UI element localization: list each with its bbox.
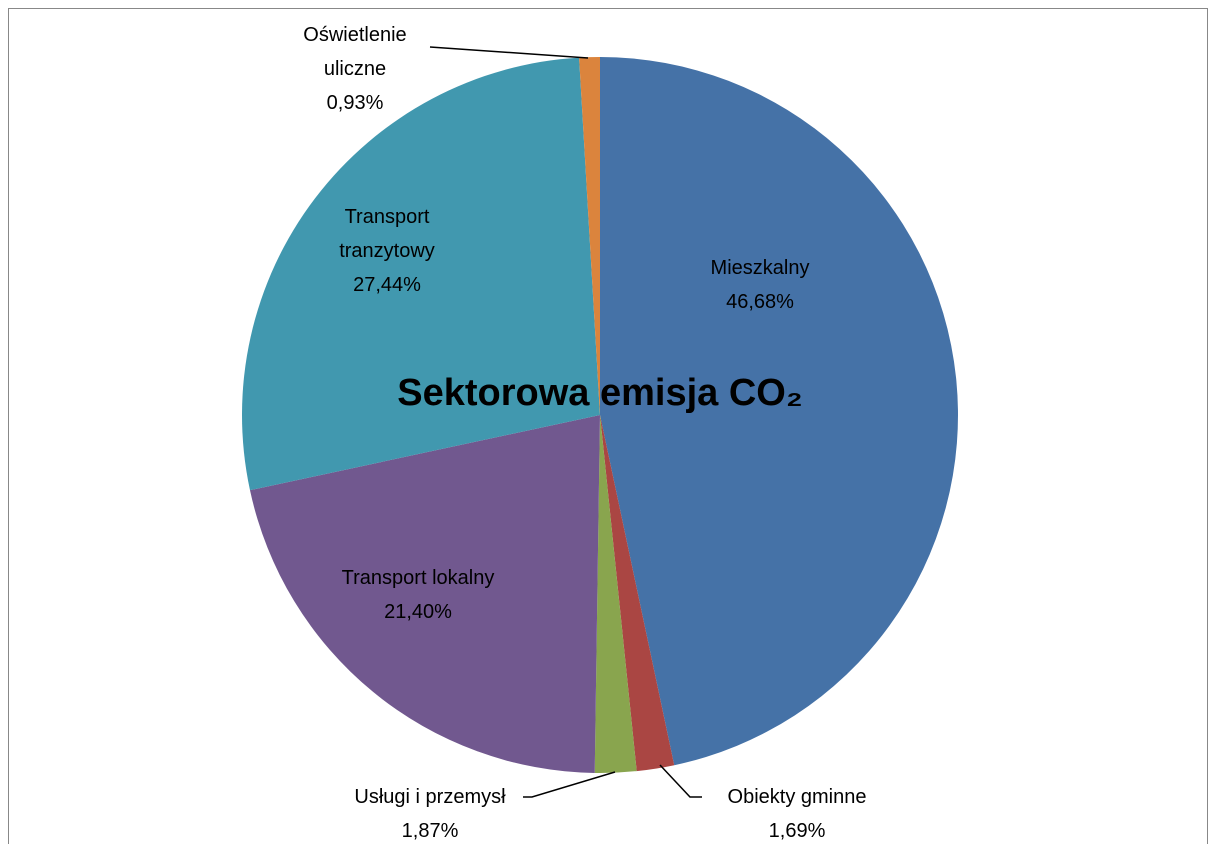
leader-line — [429, 46, 589, 59]
pie-slice — [579, 57, 600, 415]
data-label: Usługi i przemysł 1,87% — [300, 780, 560, 848]
data-label: Mieszkalny 46,68% — [660, 251, 860, 319]
value-label: 21,40% — [384, 601, 452, 623]
value-label: 1,69% — [768, 820, 826, 842]
chart-frame — [8, 8, 1208, 844]
category-label: Transport tranzytowy — [339, 206, 435, 262]
data-label: Transport tranzytowy 27,44% — [302, 200, 472, 302]
chart-title: Sektorowa emisja CO₂ — [397, 372, 803, 414]
value-label: 27,44% — [353, 274, 421, 296]
value-label: 46,68% — [726, 291, 794, 313]
pie-slice — [600, 415, 675, 772]
category-label: Mieszkalny — [710, 257, 810, 279]
category-label: Transport lokalny — [341, 567, 495, 589]
value-label: 0,93% — [326, 92, 384, 114]
category-label: Usługi i przemysł — [354, 786, 506, 808]
data-label: Transport lokalny 21,40% — [288, 561, 548, 629]
pie-slice — [594, 415, 637, 773]
pie-slice — [241, 57, 600, 491]
pie — [241, 56, 959, 773]
category-label: Obiekty gminne — [727, 786, 867, 808]
leader-line — [523, 771, 616, 798]
category-label: Oświetlenie uliczne — [303, 24, 407, 80]
data-label: Oświetlenie uliczne 0,93% — [270, 18, 440, 120]
leader-line — [659, 764, 702, 798]
value-label: 1,87% — [401, 820, 459, 842]
data-label: Obiekty gminne 1,69% — [677, 780, 917, 848]
pie-slice — [249, 415, 600, 773]
pie-slice — [600, 56, 959, 766]
